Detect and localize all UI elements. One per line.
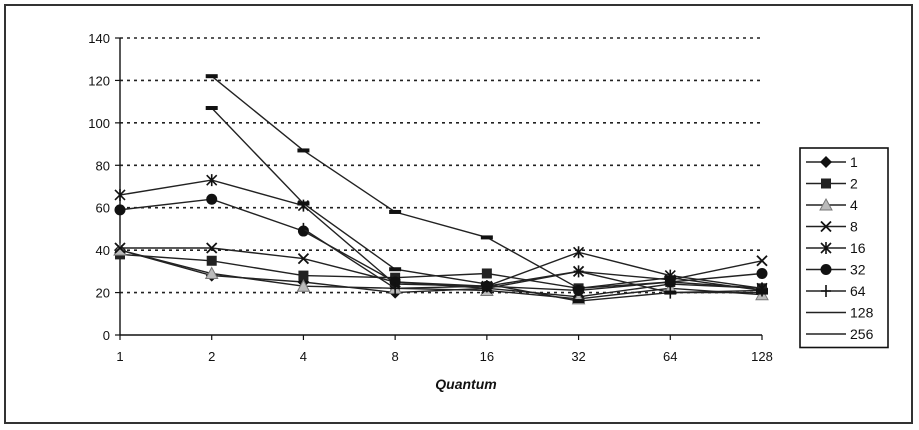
point-256-2 xyxy=(205,74,218,79)
x-tick-label-8: 8 xyxy=(392,349,399,364)
legend-label-2: 2 xyxy=(850,176,858,192)
point-16-1 xyxy=(114,188,126,201)
point-64-32 xyxy=(573,265,584,278)
legend-item-16: 16 xyxy=(806,240,866,256)
point-16-2 xyxy=(206,174,218,187)
legend-label-4: 4 xyxy=(850,197,858,213)
series-line-256 xyxy=(211,75,763,292)
legend-item-2: 2 xyxy=(806,176,858,192)
legend-item-1: 1 xyxy=(806,154,858,170)
point-256-32 xyxy=(572,286,585,291)
series-128 xyxy=(205,106,768,304)
x-tick-label-16: 16 xyxy=(480,349,494,364)
series-line-16 xyxy=(119,179,763,289)
y-tick-label-0: 0 xyxy=(103,328,110,343)
point-256-16 xyxy=(480,235,493,240)
legend-label-16: 16 xyxy=(850,240,866,256)
point-32-1 xyxy=(114,204,126,216)
legend-item-4: 4 xyxy=(806,197,858,213)
point-128-16 xyxy=(480,282,493,287)
x-tick-label-1: 1 xyxy=(116,349,123,364)
y-tick-label-100: 100 xyxy=(88,116,110,131)
legend-item-32: 32 xyxy=(806,262,866,278)
point-8-4 xyxy=(297,252,310,265)
legend-label-64: 64 xyxy=(850,283,866,299)
x-tick-label-64: 64 xyxy=(663,349,677,364)
x-tick-labels: 1 2 4 8 16 32 64 128 xyxy=(116,349,772,364)
point-128-2 xyxy=(205,106,218,111)
legend-item-256: 256 xyxy=(806,326,874,342)
chart-frame xyxy=(4,4,913,424)
x-tick-label-32: 32 xyxy=(571,349,585,364)
series-line-4 xyxy=(119,249,763,300)
y-tick-label-40: 40 xyxy=(96,243,110,258)
point-32-128 xyxy=(756,267,768,279)
legend-marker-4 xyxy=(819,197,833,211)
point-2-4 xyxy=(298,270,309,281)
point-64-8 xyxy=(390,282,401,295)
y-tick-labels: 0 20 40 60 80 100 120 140 xyxy=(88,31,110,343)
point-128-128 xyxy=(756,290,768,295)
x-axis-title: Quantum xyxy=(435,376,496,392)
x-tick-label-4: 4 xyxy=(300,349,307,364)
point-32-8 xyxy=(389,276,401,288)
series-line-32 xyxy=(119,198,763,292)
point-16-32 xyxy=(573,246,585,259)
point-8-2 xyxy=(206,242,218,254)
y-tick-label-140: 140 xyxy=(88,31,110,46)
legend-marker-32 xyxy=(820,264,832,275)
legend-item-8: 8 xyxy=(806,219,858,235)
point-128-4 xyxy=(297,201,310,206)
y-tick-label-80: 80 xyxy=(96,158,110,173)
point-8-128 xyxy=(756,255,768,267)
legend-label-8: 8 xyxy=(850,219,858,235)
legend-marker-64 xyxy=(821,285,831,297)
point-8-1 xyxy=(114,242,126,254)
point-128-64 xyxy=(664,290,677,295)
point-256-128 xyxy=(756,288,768,293)
point-4-1 xyxy=(113,243,127,256)
axes xyxy=(115,37,763,340)
point-256-4 xyxy=(297,148,310,153)
point-128-8 xyxy=(389,267,402,272)
y-tick-label-60: 60 xyxy=(96,201,110,216)
series-lines xyxy=(113,74,769,305)
legend: 1 2 4 8 16 32 64 128 256 xyxy=(799,147,889,349)
y-tick-label-20: 20 xyxy=(96,286,110,301)
series-256 xyxy=(205,74,768,293)
legend-marker-8 xyxy=(820,220,832,233)
y-tick-label-120: 120 xyxy=(88,73,110,88)
legend-label-1: 1 xyxy=(850,154,858,170)
legend-marker-2 xyxy=(821,178,831,189)
point-256-64 xyxy=(664,275,677,280)
point-2-16 xyxy=(481,268,492,279)
x-tick-label-128: 128 xyxy=(751,349,773,364)
point-256-8 xyxy=(389,209,402,214)
point-32-2 xyxy=(206,193,218,205)
point-4-4 xyxy=(296,279,311,292)
legend-marker-1 xyxy=(820,156,832,168)
series-line-1 xyxy=(119,249,763,298)
point-128-32 xyxy=(572,299,585,304)
legend-label-128: 128 xyxy=(850,305,874,321)
legend-item-64: 64 xyxy=(806,283,866,299)
legend-item-128: 128 xyxy=(806,305,874,321)
legend-marker-16 xyxy=(820,242,832,254)
legend-label-256: 256 xyxy=(850,326,874,342)
point-4-2 xyxy=(204,266,219,279)
legend-label-32: 32 xyxy=(850,262,866,278)
point-2-2 xyxy=(206,255,217,266)
x-tick-label-2: 2 xyxy=(208,349,215,364)
point-64-4 xyxy=(298,222,309,235)
